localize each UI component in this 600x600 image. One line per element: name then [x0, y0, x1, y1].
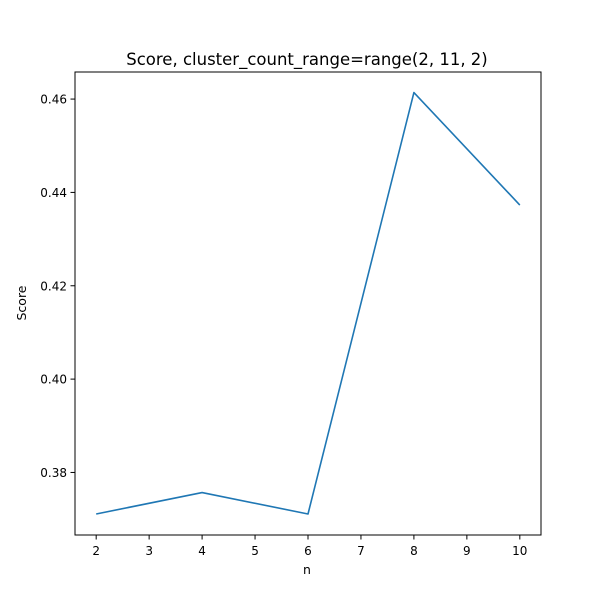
- y-tick-label: 0.40: [40, 373, 67, 387]
- y-tick-label: 0.44: [40, 186, 67, 200]
- x-tick-label: 8: [410, 544, 418, 558]
- x-tick-label: 9: [463, 544, 471, 558]
- y-axis-label: Score: [14, 285, 29, 320]
- series-line: [96, 91, 521, 515]
- x-tick-label: 10: [512, 544, 527, 558]
- y-tick-label: 0.46: [40, 93, 67, 107]
- x-axis-label: n: [303, 562, 311, 577]
- axes-frame: [74, 71, 542, 536]
- series-layer: [96, 91, 521, 515]
- x-tick-label: 7: [357, 544, 365, 558]
- x-tick-label: 5: [251, 544, 259, 558]
- y-tick-label: 0.38: [40, 466, 67, 480]
- x-axis: 2 3 4 5 6 7 8 9 10: [92, 535, 527, 558]
- x-tick-label: 3: [145, 544, 153, 558]
- chart-title: Score, cluster_count_range=range(2, 11, …: [126, 50, 488, 70]
- x-tick-label: 6: [304, 544, 312, 558]
- y-tick-label: 0.42: [40, 279, 67, 293]
- x-tick-label: 2: [92, 544, 100, 558]
- y-axis: 0.38 0.40 0.42 0.44 0.46: [40, 93, 75, 480]
- plot-area: [74, 71, 542, 536]
- x-tick-label: 4: [198, 544, 206, 558]
